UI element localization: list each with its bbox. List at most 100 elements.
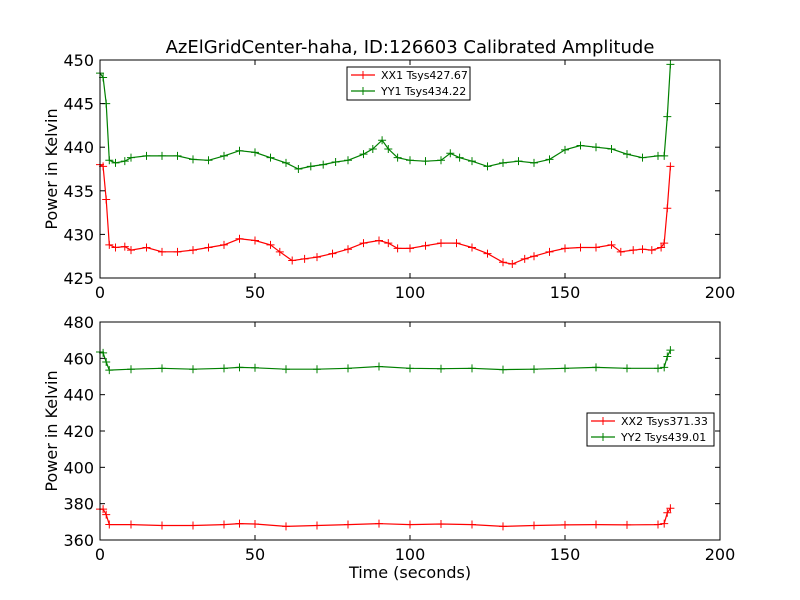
data-point [251,148,259,157]
y-tick-label: 440 [63,386,94,405]
data-point [545,247,554,256]
y-tick-label: 445 [63,95,94,114]
data-point [666,504,675,513]
data-point [344,245,352,254]
data-point [288,256,297,265]
chart-title: AzElGridCenter-haha, ID:126603 Calibrate… [166,37,655,58]
y-tick-label: 400 [63,458,94,477]
data-point [328,249,337,258]
data-point [220,520,228,529]
data-point [251,520,259,529]
data-point [313,521,321,530]
y-tick-label: 360 [63,531,94,550]
data-point [623,364,631,373]
data-point [331,158,340,167]
data-point [393,153,402,162]
data-point [173,151,182,160]
data-point [282,522,290,531]
data-point [607,240,616,249]
data-point [344,520,352,529]
data-point [142,243,151,252]
data-point [437,239,445,248]
data-point [499,522,507,531]
data-point [660,363,669,372]
series-markers [96,60,675,173]
legend-entry: XX1 Tsys427.67 [351,69,468,82]
legend: XX1 Tsys427.67 YY1 Tsys434.22 [346,66,471,101]
data-point [530,365,538,374]
data-point [654,520,662,529]
data-point [319,160,328,169]
data-point [406,244,414,253]
data-point [344,364,352,373]
data-point [468,520,476,529]
data-point [483,162,492,171]
data-point [378,136,387,145]
data-point [561,145,569,154]
data-point [313,253,321,262]
data-point [105,240,114,249]
x-tick-label: 100 [395,283,426,302]
data-point [663,112,672,121]
data-point [235,519,244,528]
data-point [158,247,166,256]
data-point [282,365,290,374]
legend-box [586,412,715,447]
data-point [359,150,368,159]
data-point [306,162,315,171]
legend-label: YY2 Tsys439.01 [620,431,706,444]
data-point [393,244,402,253]
data-point [375,519,383,528]
data-point [127,365,135,374]
data-point [251,363,259,372]
data-point [530,252,538,261]
series-1 [96,504,675,531]
series-markers [96,504,675,531]
data-point [127,520,135,529]
data-point [127,153,135,162]
x-tick-label: 150 [550,545,581,564]
data-point [158,151,166,160]
x-tick-label: 50 [245,545,265,564]
data-point [384,144,393,153]
data-point [105,156,114,165]
data-point [266,153,275,162]
data-point [638,153,647,162]
data-point [158,521,166,530]
data-point [623,150,631,159]
data-point [561,364,569,373]
data-point [647,246,656,255]
data-point [189,155,197,164]
data-point [657,243,666,252]
data-point [592,143,600,152]
legend-marker [599,417,607,425]
data-point [294,165,303,173]
data-point [437,520,445,529]
legend-entry: XX2 Tsys371.33 [591,415,708,428]
legend-label: YY1 Tsys434.22 [380,85,466,98]
data-point [105,366,114,375]
legend-marker [359,87,367,95]
data-point [666,346,675,355]
data-point [421,241,430,250]
data-point [446,149,455,158]
data-point [514,157,523,166]
data-point [375,236,383,245]
legend: XX2 Tsys371.33 YY2 Tsys439.01 [586,412,715,447]
data-point [300,254,309,263]
data-point [344,156,352,165]
data-point [561,520,569,529]
data-point [120,242,129,251]
data-point [638,245,647,254]
data-point [663,204,672,213]
legend-marker [359,71,367,79]
series-2 [96,60,675,173]
data-point [102,510,111,519]
data-point [251,236,259,245]
data-point [204,156,213,165]
data-point [483,249,492,258]
data-point [384,239,393,248]
legend-label: XX2 Tsys371.33 [621,415,708,428]
data-point [437,364,445,373]
y-tick-label: 440 [63,138,94,157]
